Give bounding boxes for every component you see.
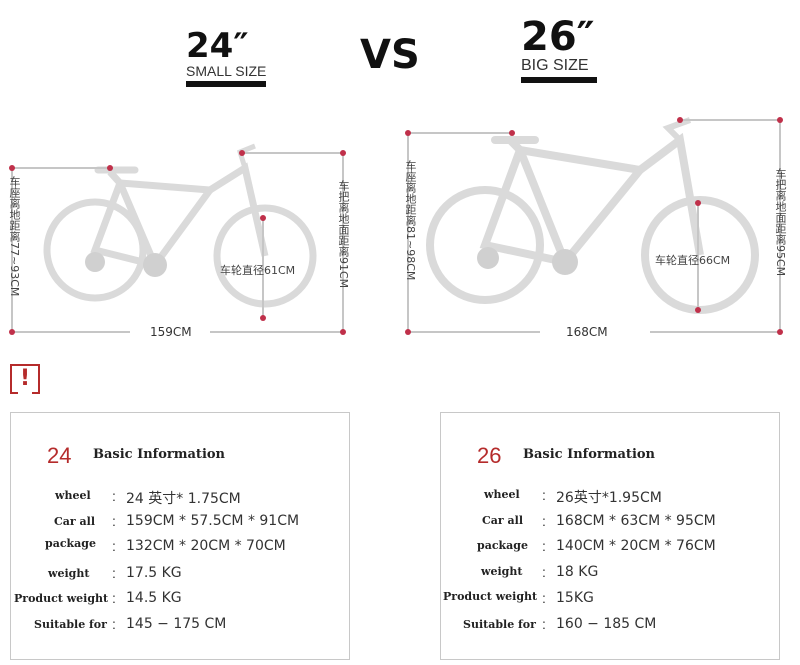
big-wheel-diameter-label: 车轮直径66CM (655, 254, 731, 267)
row-label: Car all (52, 515, 97, 528)
info-row: Car all : 159CM * 57.5CM * 91CM (0, 511, 360, 535)
info-row: package : 140CM * 20CM * 76CM (430, 536, 790, 560)
row-value: 140CM * 20CM * 76CM (556, 538, 716, 554)
row-label: Car all (480, 514, 525, 527)
big-size-underline (521, 77, 597, 83)
small-size-label: SMALL SIZE (186, 63, 267, 79)
row-value: 159CM * 57.5CM * 91CM (126, 513, 300, 529)
row-colon: : (542, 487, 546, 503)
row-colon: : (112, 488, 116, 504)
panel-number: 24 (47, 443, 72, 468)
big-size-heading: 26″ (521, 14, 595, 60)
small-size-heading: 24″ (186, 26, 249, 66)
info-row: Product weight : 15KG (430, 588, 790, 612)
row-label: Product weight (441, 590, 540, 603)
exclamation-icon: ! (10, 364, 40, 394)
row-label: Suitable for (32, 618, 109, 631)
bike-dimension-diagram (9, 117, 783, 335)
info-row: Car all : 168CM * 63CM * 95CM (430, 511, 790, 535)
row-label: weight (46, 567, 92, 580)
panel-title: Basic Information (93, 447, 225, 462)
big-handle-height-label: 车把离地面距离95CM (774, 168, 787, 277)
small-length-label: 159CM (150, 325, 192, 339)
row-label: weight (479, 565, 525, 578)
big-seat-height-label: 车座离地距离81~98CM (404, 160, 417, 281)
row-value: 168CM * 63CM * 95CM (556, 513, 716, 529)
big-bike-dots (405, 117, 783, 335)
row-value: 15KG (556, 590, 594, 606)
info-row: Suitable for : 145 − 175 CM (0, 614, 360, 638)
row-label: wheel (482, 488, 522, 501)
row-colon: : (542, 513, 546, 529)
info-row: weight : 17.5 KG (0, 563, 360, 587)
row-value: 160 − 185 CM (556, 616, 657, 632)
panel-title: Basic Information (523, 447, 655, 462)
row-value: 26英寸*1.95CM (556, 490, 662, 506)
row-colon: : (112, 590, 116, 606)
info-row: package : 132CM * 20CM * 70CM (0, 536, 360, 560)
row-value: 14.5 KG (126, 590, 182, 606)
row-colon: : (112, 513, 116, 529)
row-colon: : (112, 616, 116, 632)
big-size-label: BIG SIZE (521, 57, 589, 74)
vs-label: VS (360, 32, 420, 78)
big-bike (426, 117, 759, 314)
info-row: Product weight : 14.5 KG (0, 588, 360, 612)
small-wheel-diameter-label: 车轮直径61CM (220, 264, 296, 277)
panel-number: 26 (477, 443, 502, 468)
small-size-underline (186, 81, 266, 87)
big-length-label: 168CM (566, 325, 608, 339)
small-bike (43, 143, 317, 308)
row-colon: : (542, 538, 546, 554)
info-row: Suitable for : 160 − 185 CM (430, 614, 790, 638)
row-label: package (43, 537, 98, 550)
row-label: Suitable for (461, 618, 538, 631)
row-colon: : (542, 590, 546, 606)
small-seat-height-label: 车座离地距离77~93CM (8, 176, 21, 297)
row-value: 17.5 KG (126, 565, 182, 581)
info-row: wheel : 26英寸*1.95CM (430, 485, 790, 509)
info-row: wheel : 24 英寸* 1.75CM (0, 486, 360, 510)
row-value: 132CM * 20CM * 70CM (126, 538, 286, 554)
row-value: 145 − 175 CM (126, 616, 227, 632)
small-handle-height-label: 车把离地面距离91CM (337, 180, 350, 289)
info-row: weight : 18 KG (430, 562, 790, 586)
row-value: 24 英寸* 1.75CM (126, 491, 241, 507)
row-label: package (475, 539, 530, 552)
row-colon: : (542, 616, 546, 632)
row-label: wheel (53, 489, 93, 502)
row-colon: : (112, 538, 116, 554)
small-bike-dimensions (11, 152, 344, 333)
small-bike-dots (9, 150, 346, 335)
big-bike-dimensions (407, 119, 781, 333)
row-label: Product weight (12, 592, 111, 605)
row-colon: : (112, 565, 116, 581)
row-colon: : (542, 564, 546, 580)
row-value: 18 KG (556, 564, 599, 580)
